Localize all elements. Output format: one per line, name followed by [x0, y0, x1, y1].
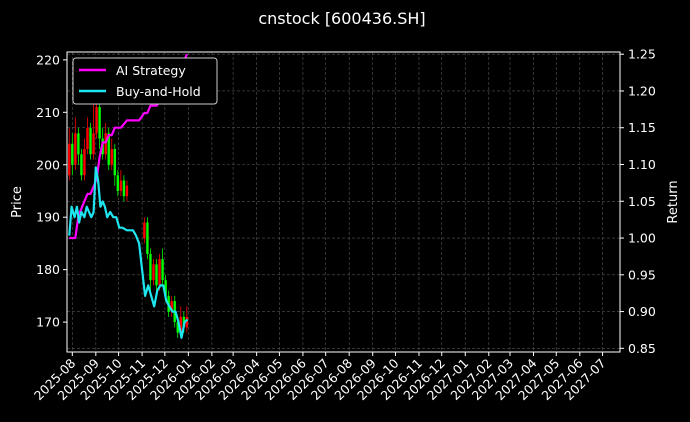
y-left-tick-label: 180 [36, 262, 60, 277]
y-right-tick-label: 1.25 [628, 47, 656, 62]
y-left-tick-label: 170 [36, 315, 60, 330]
candle-body [170, 301, 173, 312]
candle-body [89, 128, 92, 155]
candle-body [110, 149, 113, 165]
candle-body [125, 185, 129, 197]
candle-body [179, 316, 182, 333]
legend-label-buy-and-hold: Buy-and-Hold [116, 84, 201, 99]
candle-body [122, 180, 126, 197]
y-right-tick-label: 0.95 [628, 267, 656, 282]
y-axis-left-label: Price [10, 186, 25, 218]
candle-body [158, 259, 161, 286]
candle-body [113, 149, 116, 176]
candle-body [161, 259, 164, 281]
y-left-tick-label: 190 [36, 210, 60, 225]
y-right-tick-label: 1.10 [628, 157, 656, 172]
legend-box [72, 57, 218, 105]
candle-body [185, 316, 189, 328]
candle-body [146, 222, 149, 254]
legend: AI Strategy Buy-and-Hold [72, 57, 218, 105]
candle-body [68, 143, 71, 176]
candle-body [104, 133, 107, 155]
series-line-buy-and-hold [68, 166, 189, 339]
y-right-tick-label: 1.20 [628, 83, 656, 98]
candle-body [116, 175, 120, 191]
candle-body [74, 133, 77, 165]
candle-body [119, 180, 123, 191]
y-right-tick-label: 1.15 [628, 120, 656, 135]
candle-body [71, 143, 74, 165]
y-axis-right-ticks: 0.85 0.90 0.95 1.00 1.05 1.10 1.15 1.20 1.25 [620, 47, 656, 356]
y-right-tick-label: 1.00 [628, 231, 656, 246]
chart-title: cnstock [600436.SH] [258, 9, 425, 28]
y-axis-left-ticks: 170 180 190 200 210 220 [36, 52, 67, 330]
candle-body [77, 133, 80, 155]
candle-body [155, 264, 158, 286]
candle-body [92, 133, 95, 155]
candle-body [176, 322, 179, 333]
candle-body [149, 253, 152, 281]
plot-frame [66, 51, 621, 353]
y-right-tick-label: 0.90 [628, 304, 656, 319]
candle-body [83, 149, 86, 176]
candle-body [86, 128, 89, 150]
candle-body [143, 222, 146, 239]
y-axis-right-label: Return [666, 180, 681, 223]
y-left-tick-label: 220 [36, 52, 60, 67]
candle-body [80, 154, 83, 176]
candle-body [152, 264, 155, 281]
candle-body [107, 133, 110, 165]
candle-body [95, 107, 98, 134]
y-right-tick-label: 0.85 [628, 341, 656, 356]
candle-body [98, 107, 101, 139]
candle-body [164, 280, 167, 296]
legend-label-ai-strategy: AI Strategy [116, 63, 186, 78]
y-right-tick-label: 1.05 [628, 194, 656, 209]
y-left-tick-label: 210 [36, 105, 60, 120]
y-left-tick-label: 200 [36, 157, 60, 172]
